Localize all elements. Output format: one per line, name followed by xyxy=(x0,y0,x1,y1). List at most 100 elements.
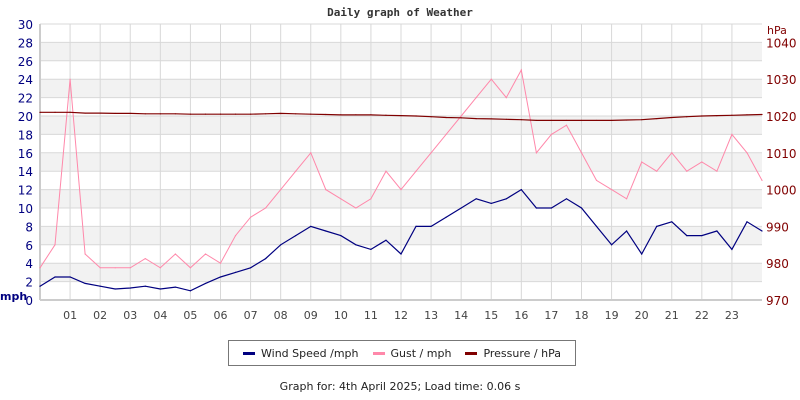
wind-speed-point xyxy=(641,253,643,255)
wind-speed-point xyxy=(54,276,56,278)
wind-speed-point xyxy=(310,225,312,227)
gust-point xyxy=(610,189,613,191)
pressure-point xyxy=(355,114,357,116)
pressure-point xyxy=(626,119,628,121)
pressure-point xyxy=(84,112,86,114)
wind-speed-point xyxy=(430,225,432,227)
pressure-point xyxy=(69,111,71,113)
y-tick-left: 10 xyxy=(18,202,33,216)
x-tick: 12 xyxy=(394,309,408,322)
pressure-point xyxy=(159,113,161,115)
gust-point xyxy=(415,170,417,172)
gust-point xyxy=(746,152,748,154)
pressure-point xyxy=(445,116,447,119)
wind-speed-point xyxy=(39,285,41,287)
pressure-point xyxy=(701,115,703,117)
wind-speed-point xyxy=(189,290,192,292)
x-tick: 16 xyxy=(514,309,528,322)
y-tick-left: 6 xyxy=(25,239,33,253)
wind-speed-point xyxy=(280,244,282,246)
wind-speed-point xyxy=(265,258,267,260)
pressure-point xyxy=(400,115,402,117)
wind-speed-point xyxy=(565,198,568,200)
gust-point xyxy=(430,152,432,154)
wind-speed-point xyxy=(701,235,703,237)
left-axis-label: mph xyxy=(0,290,27,303)
wind-speed-point xyxy=(129,287,131,289)
gust-point xyxy=(671,152,673,154)
gust-point xyxy=(204,253,207,255)
legend-label-gust: Gust / mph xyxy=(390,346,452,360)
gust-point xyxy=(490,78,492,80)
wind-speed-point xyxy=(370,248,372,250)
y-tick-right: 980 xyxy=(766,257,789,271)
gust-point xyxy=(39,267,41,269)
x-tick: 14 xyxy=(454,309,468,322)
pressure-point xyxy=(189,113,192,115)
wind-speed-point xyxy=(159,288,161,290)
gust-point xyxy=(340,198,342,200)
gust-point xyxy=(159,267,161,269)
gust-point xyxy=(445,133,447,135)
pressure-point xyxy=(325,113,327,116)
x-tick: 01 xyxy=(63,309,77,322)
gust-point xyxy=(114,267,116,269)
x-tick: 18 xyxy=(575,309,589,322)
legend: Wind Speed /mph Gust / mph Pressure / hP… xyxy=(228,340,576,366)
wind-speed-point xyxy=(340,235,342,237)
x-tick: 19 xyxy=(605,309,619,322)
wind-speed-point xyxy=(761,230,763,232)
pressure-point xyxy=(656,117,658,120)
wind-speed-point xyxy=(400,253,402,255)
y-tick-left: 28 xyxy=(18,36,33,50)
pressure-point xyxy=(731,114,733,116)
legend-item-gust: Gust / mph xyxy=(372,346,452,360)
wind-speed-point xyxy=(746,221,748,223)
legend-label-pressure: Pressure / hPa xyxy=(483,346,561,360)
x-tick: 06 xyxy=(214,309,228,322)
y-tick-right: 970 xyxy=(766,294,789,308)
x-tick: 13 xyxy=(424,309,438,322)
y-tick-left: 4 xyxy=(25,257,33,271)
pressure-point xyxy=(580,119,583,122)
pressure-point xyxy=(340,114,342,116)
gust-point xyxy=(295,170,297,172)
gust-point xyxy=(325,189,327,191)
y-tick-right: 1020 xyxy=(766,110,797,124)
wind-speed-point xyxy=(626,230,628,232)
pressure-point xyxy=(505,118,507,120)
gust-point xyxy=(400,189,402,191)
legend-swatch-wind xyxy=(243,351,256,355)
x-tick: 08 xyxy=(274,309,288,322)
x-tick: 11 xyxy=(364,309,378,322)
chart-title: Daily graph of Weather xyxy=(327,6,473,19)
pressure-point xyxy=(295,113,297,115)
gust-point xyxy=(761,179,763,181)
pressure-point xyxy=(430,116,432,118)
pressure-point xyxy=(716,115,718,117)
legend-swatch-gust xyxy=(372,351,385,355)
pressure-point xyxy=(174,113,176,115)
gust-point xyxy=(641,161,643,163)
gust-point xyxy=(54,244,56,246)
pressure-point xyxy=(370,114,372,116)
gust-point xyxy=(656,170,658,172)
gust-point xyxy=(460,115,462,117)
gust-point xyxy=(535,152,537,154)
wind-speed-point xyxy=(686,235,688,237)
wind-speed-point xyxy=(219,276,222,278)
wind-speed-point xyxy=(234,271,237,273)
gust-point xyxy=(475,97,477,99)
pressure-point xyxy=(280,112,282,115)
pressure-point xyxy=(219,113,222,115)
pressure-point xyxy=(460,117,462,119)
x-tick: 17 xyxy=(544,309,558,322)
wind-speed-point xyxy=(99,285,101,287)
legend-label-wind: Wind Speed /mph xyxy=(261,346,359,360)
pressure-point xyxy=(761,113,763,116)
gust-point xyxy=(84,253,86,255)
wind-speed-point xyxy=(415,225,417,227)
wind-speed-point xyxy=(580,207,583,209)
pressure-point xyxy=(310,113,312,115)
